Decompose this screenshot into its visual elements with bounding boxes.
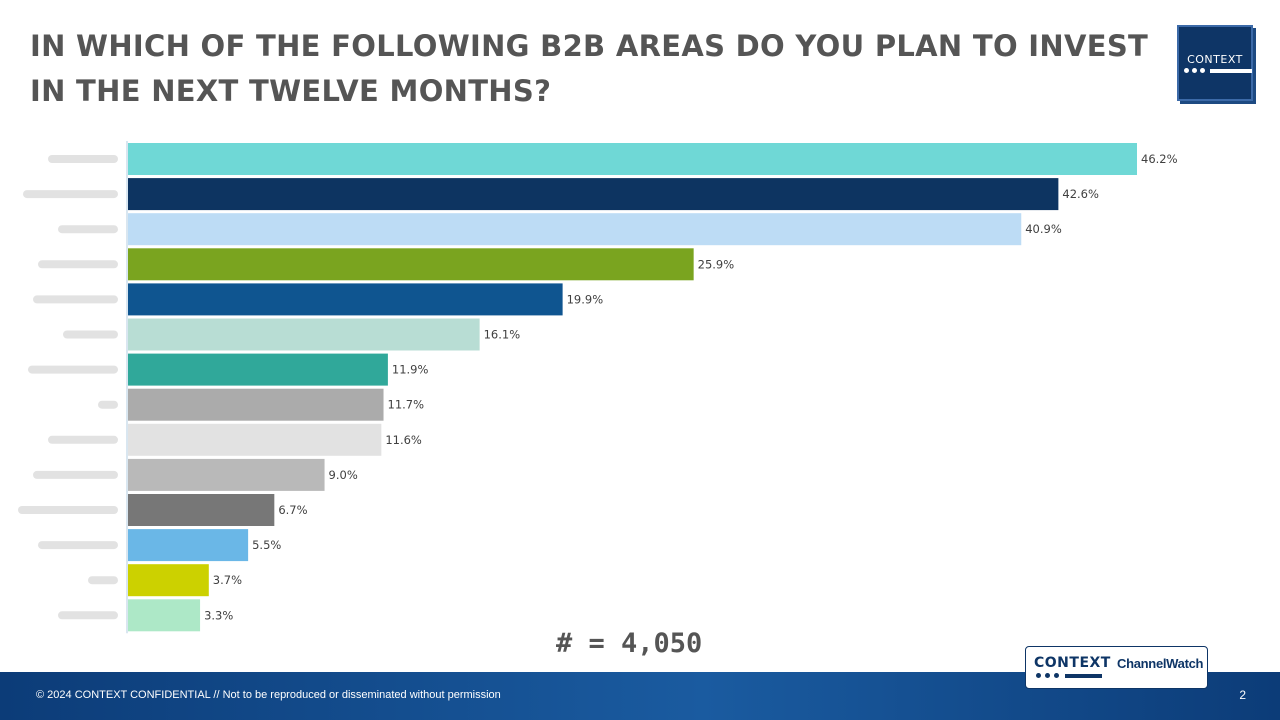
- category-label-placeholder-13: [88, 576, 118, 585]
- value-label-14: 3.3%: [204, 608, 233, 622]
- bar-chart: 46.2% 42.6% 40.9% 25.9% 19.9% 16.1% 11.9% 11.7%…: [18, 141, 1178, 634]
- value-label-4: 25.9%: [698, 257, 735, 271]
- page-title: IN WHICH OF THE FOLLOWING B2B AREAS DO Y…: [30, 29, 1149, 108]
- category-label-placeholder-14: [58, 611, 118, 620]
- value-label-8: 11.7%: [388, 398, 425, 412]
- category-label-placeholder-2: [23, 190, 118, 199]
- value-label-9: 11.6%: [385, 433, 422, 447]
- value-label-7: 11.9%: [392, 363, 429, 377]
- bar-7: [128, 353, 388, 386]
- category-label-placeholder-4: [38, 260, 118, 269]
- category-label-placeholder-10: [33, 470, 118, 479]
- bar-1: [128, 143, 1137, 175]
- bar-14: [128, 599, 201, 632]
- category-label-placeholder-9: [48, 435, 118, 444]
- logo-channelwatch-text: ChannelWatch: [1117, 656, 1204, 671]
- value-label-6: 16.1%: [484, 328, 521, 342]
- value-label-13: 3.7%: [213, 573, 242, 587]
- value-label-3: 40.9%: [1025, 222, 1062, 236]
- category-label-placeholder-8: [98, 400, 118, 409]
- page-number: 2: [1239, 688, 1246, 702]
- value-label-12: 5.5%: [252, 538, 281, 552]
- category-label-placeholder-7: [28, 365, 118, 374]
- bars-group: [128, 143, 1137, 632]
- bar-9: [128, 423, 382, 456]
- category-labels-blurred: [18, 155, 118, 620]
- bar-2: [128, 178, 1059, 211]
- category-label-placeholder-3: [58, 225, 118, 234]
- value-label-10: 9.0%: [329, 468, 358, 482]
- bar-12: [128, 529, 249, 562]
- bar-11: [128, 494, 275, 526]
- category-label-placeholder-11: [18, 506, 118, 514]
- bar-8: [128, 388, 384, 421]
- category-label-placeholder-12: [38, 541, 118, 550]
- bar-13: [128, 564, 209, 597]
- value-label-2: 42.6%: [1062, 187, 1099, 201]
- value-label-5: 19.9%: [567, 292, 604, 306]
- sample-size: # = 4,050: [556, 628, 703, 659]
- category-label-placeholder-6: [63, 330, 118, 339]
- bar-10: [128, 458, 325, 491]
- bar-5: [128, 283, 563, 316]
- logo-wordmark: CONTEXT: [1187, 53, 1243, 66]
- logo-dots-icon: [1184, 68, 1252, 73]
- bar-3: [128, 213, 1022, 246]
- copyright-notice: © 2024 CONTEXT CONFIDENTIAL // Not to be…: [36, 689, 501, 701]
- channelwatch-logo: CONTEXT ChannelWatch: [1025, 646, 1208, 689]
- value-label-1: 46.2%: [1141, 152, 1178, 166]
- logo-dots-icon: [1036, 673, 1102, 678]
- category-label-placeholder-1: [48, 155, 118, 163]
- bar-6: [128, 318, 480, 351]
- value-labels-group: 46.2% 42.6% 40.9% 25.9% 19.9% 16.1% 11.9% 11.7%…: [204, 152, 1178, 622]
- bar-4: [128, 248, 694, 281]
- value-label-11: 6.7%: [278, 503, 307, 517]
- logo-context-text: CONTEXT: [1034, 655, 1111, 671]
- context-logo: CONTEXT: [1177, 25, 1253, 101]
- category-label-placeholder-5: [33, 295, 118, 304]
